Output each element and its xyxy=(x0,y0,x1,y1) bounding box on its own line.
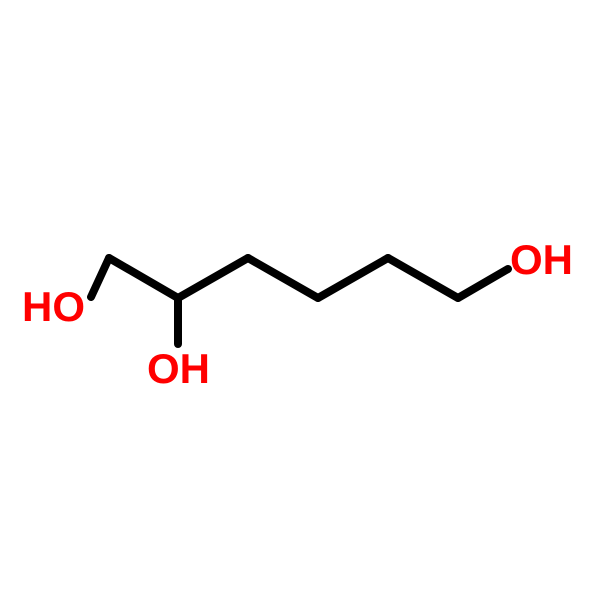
label-oh-bottom: OH xyxy=(147,345,210,393)
label-oh-right: OH xyxy=(510,236,573,284)
bond-lines xyxy=(0,0,600,600)
label-oh-left: HO xyxy=(22,283,85,331)
chemical-structure-diagram: HO OH OH xyxy=(0,0,600,600)
